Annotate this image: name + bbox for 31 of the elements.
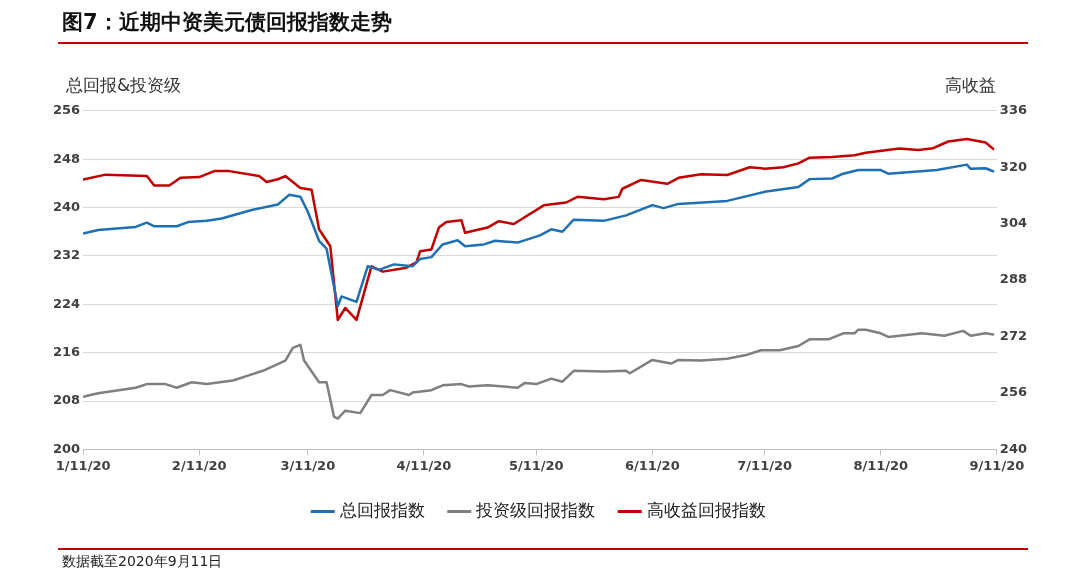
x-tick-label: 8/11/20 (853, 457, 909, 473)
y-tick-label: 200 (53, 440, 81, 456)
y2-tick-label: 336 (999, 102, 1027, 118)
y-tick-label: 232 (53, 247, 81, 263)
y-tick-label: 240 (53, 198, 81, 214)
x-tick-label: 1/11/20 (55, 457, 111, 473)
x-tick-label: 7/11/20 (737, 457, 793, 473)
x-tick-label: 5/11/20 (508, 457, 564, 473)
x-tick-label: 2/11/20 (171, 457, 227, 473)
x-tick-label: 6/11/20 (624, 457, 680, 473)
text: 数据截至2020年9月11日 (62, 553, 223, 571)
y2-tick-label: 320 (999, 158, 1027, 174)
legend-label: 投资级回报指数 (475, 499, 596, 520)
y-tick-label: 224 (53, 295, 81, 311)
y2-tick-label: 256 (999, 384, 1027, 400)
y2-tick-label: 272 (999, 327, 1027, 343)
chart-title: 图7：近期中资美元债回报指数走势 (62, 9, 392, 36)
y2-axis-title: 高收益 (945, 74, 996, 97)
y-tick-label: 216 (53, 344, 81, 360)
legend-label: 总回报指数 (338, 499, 425, 520)
y-tick-label: 248 (53, 150, 81, 166)
y-axis-title: 总回报&投资级 (66, 74, 182, 97)
x-tick-label: 3/11/20 (280, 457, 336, 473)
x-tick-label: 9/11/20 (969, 457, 1025, 473)
y-tick-label: 208 (53, 392, 81, 408)
y2-tick-label: 304 (999, 215, 1027, 231)
y2-tick-label: 288 (999, 271, 1027, 287)
x-tick-label: 4/11/20 (396, 457, 452, 473)
y-tick-label: 256 (53, 102, 81, 118)
legend-label: 高收益回报指数 (646, 499, 766, 520)
y2-tick-label: 240 (999, 440, 1027, 456)
